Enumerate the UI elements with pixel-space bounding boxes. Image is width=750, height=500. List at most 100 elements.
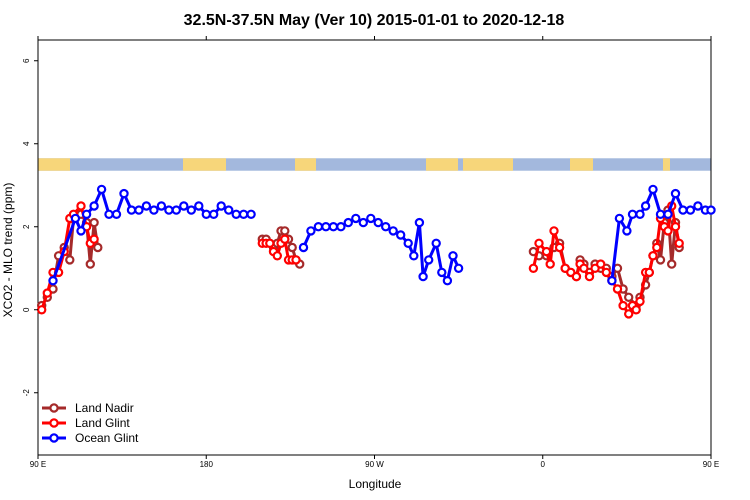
data-point-land-glint <box>534 238 544 248</box>
data-point-ocean-glint <box>179 201 189 211</box>
data-point-ocean-glint <box>655 209 666 219</box>
data-point-ocean-glint <box>231 209 241 219</box>
data-point-ocean-glint <box>685 205 696 215</box>
data-point-ocean-glint <box>607 276 617 286</box>
data-point-ocean-glint <box>201 209 211 219</box>
y-tick-label: 2 <box>22 224 31 229</box>
data-point-ocean-glint <box>678 205 688 215</box>
legend-item-ocean-glint: Ocean Glint <box>42 431 139 445</box>
data-point-land-glint <box>612 284 623 294</box>
x-tick-label: 180 <box>200 460 214 469</box>
data-point-ocean-glint <box>373 217 383 228</box>
y-tick-label: 4 <box>22 141 31 146</box>
data-point-ocean-glint <box>306 226 316 236</box>
data-point-ocean-glint <box>223 205 234 215</box>
ocean-band <box>38 158 711 171</box>
data-point-land-nadir <box>280 226 290 236</box>
data-point-ocean-glint <box>164 205 174 215</box>
legend-swatch-marker <box>49 433 59 443</box>
data-point-land-glint <box>571 271 582 282</box>
data-point-ocean-glint <box>171 205 181 215</box>
data-point-land-nadir <box>667 259 677 269</box>
land-segment <box>183 158 226 171</box>
chart-title: 32.5N-37.5N May (Ver 10) 2015-01-01 to 2… <box>184 12 565 29</box>
data-point-land-glint <box>644 267 655 278</box>
data-point-ocean-glint <box>246 209 256 219</box>
legend-label: Ocean Glint <box>75 431 139 445</box>
data-point-ocean-glint <box>81 209 92 219</box>
data-point-ocean-glint <box>336 221 346 232</box>
legend-swatch-marker <box>49 403 59 413</box>
data-point-ocean-glint <box>670 188 681 199</box>
y-tick-label: 6 <box>22 58 31 63</box>
legend-label: Land Nadir <box>75 401 134 415</box>
data-point-land-glint <box>76 201 86 211</box>
data-point-ocean-glint <box>693 201 703 211</box>
data-point-ocean-glint <box>635 209 645 219</box>
data-point-land-glint <box>528 263 539 273</box>
x-tick-label: 0 <box>541 460 546 469</box>
land-segment <box>38 158 70 171</box>
data-point-land-nadir <box>624 292 634 302</box>
series-layer <box>37 184 716 319</box>
legend-label: Land Glint <box>75 416 130 430</box>
data-point-land-glint <box>42 288 53 298</box>
data-point-land-glint <box>37 305 47 315</box>
data-point-ocean-glint <box>614 213 625 224</box>
data-point-land-glint <box>89 234 99 244</box>
legend-item-land-nadir: Land Nadir <box>42 401 134 415</box>
data-point-ocean-glint <box>343 217 353 228</box>
data-point-land-glint <box>601 267 612 278</box>
data-point-land-glint <box>584 271 595 282</box>
data-point-ocean-glint <box>194 201 204 211</box>
data-point-ocean-glint <box>126 205 137 215</box>
data-point-ocean-glint <box>418 271 428 282</box>
land-segment <box>570 158 593 171</box>
data-point-land-nadir <box>93 242 103 253</box>
data-point-ocean-glint <box>414 217 425 228</box>
legend-swatch-marker <box>49 418 59 428</box>
data-point-land-glint <box>549 226 559 236</box>
land-segment <box>463 158 513 171</box>
data-point-ocean-glint <box>104 209 114 219</box>
data-point-land-nadir <box>85 259 96 269</box>
axis-ticks: 90 E 180 90 W 0 90 E -2 0 2 4 6 <box>22 36 719 469</box>
data-point-ocean-glint <box>156 201 167 211</box>
data-point-ocean-glint <box>119 188 129 199</box>
land-segment <box>663 158 670 171</box>
data-point-ocean-glint <box>216 201 226 211</box>
data-point-ocean-glint <box>96 184 107 195</box>
data-point-ocean-glint <box>453 263 464 273</box>
data-point-ocean-glint <box>76 226 86 236</box>
data-point-ocean-glint <box>640 201 651 211</box>
data-point-ocean-glint <box>111 209 122 219</box>
series-land-glint <box>37 201 684 319</box>
data-point-land-glint <box>618 300 628 311</box>
data-point-land-glint <box>631 305 641 315</box>
data-point-ocean-glint <box>149 205 159 215</box>
data-point-ocean-glint <box>627 209 638 219</box>
data-point-ocean-glint <box>424 255 434 265</box>
x-tick-label: 90 E <box>30 460 46 469</box>
data-point-land-glint <box>624 309 634 319</box>
data-point-ocean-glint <box>388 226 398 236</box>
data-point-ocean-glint <box>448 251 458 261</box>
data-point-land-glint <box>648 251 658 261</box>
data-point-land-glint <box>674 238 684 248</box>
y-tick-label: -2 <box>22 389 31 397</box>
legend-item-land-glint: Land Glint <box>42 416 130 430</box>
data-point-ocean-glint <box>328 221 339 232</box>
x-tick-label: 90 W <box>365 460 384 469</box>
data-point-ocean-glint <box>351 213 361 224</box>
data-point-land-glint <box>663 226 673 236</box>
data-point-ocean-glint <box>442 276 453 286</box>
data-point-ocean-glint <box>403 238 413 248</box>
data-point-land-glint <box>280 234 290 244</box>
data-point-land-glint <box>291 255 301 265</box>
data-point-land-glint <box>635 296 645 307</box>
data-point-land-glint <box>596 259 606 269</box>
data-point-land-glint <box>579 263 589 273</box>
data-point-land-glint <box>272 251 282 261</box>
data-point-ocean-glint <box>134 205 144 215</box>
